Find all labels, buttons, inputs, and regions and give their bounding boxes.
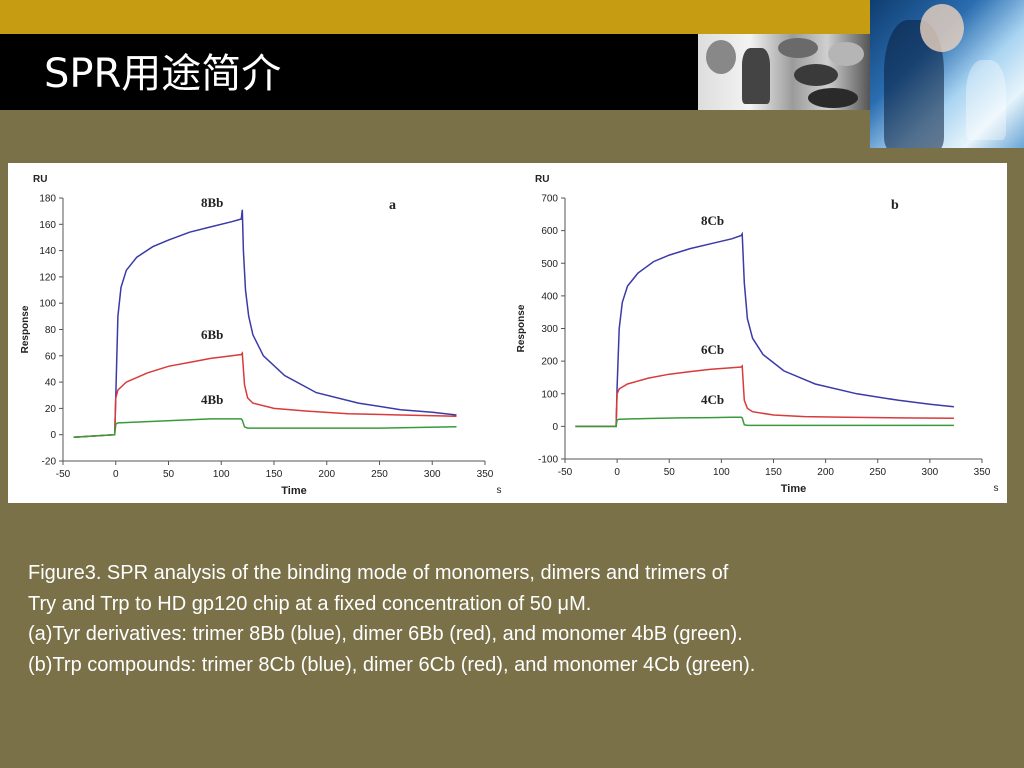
y-tick-label: 500	[541, 259, 558, 270]
slide-title: SPR用途简介	[44, 51, 282, 97]
x-tick-label: 0	[113, 469, 119, 480]
y-tick-label: 200	[541, 357, 558, 368]
scientist-photo	[870, 0, 1024, 148]
y-tick-label: 120	[39, 272, 56, 283]
y-tick-label: 180	[39, 194, 56, 205]
x-tick-label: 50	[664, 467, 676, 478]
spr-chart-panel: -20 0 20 40 60 80 100 120 140 160 180 -50 0 50 100 150 2…	[8, 163, 1007, 503]
figure-caption: Figure3. SPR analysis of the binding mod…	[28, 558, 1008, 680]
y-tick-label: 400	[541, 291, 558, 302]
panel-label: a	[389, 198, 396, 213]
x-tick-label: -50	[558, 467, 573, 478]
panel-label: b	[891, 198, 899, 213]
y-tick-label: 100	[541, 389, 558, 400]
caption-line: Try and Trp to HD gp120 chip at a fixed …	[28, 592, 592, 615]
series-line-6Bb	[73, 351, 457, 439]
y-tick-label: 160	[39, 220, 56, 231]
header-photo-strip	[698, 34, 870, 110]
y-unit-label: RU	[535, 174, 549, 185]
series-label-6Cb: 6Cb	[701, 342, 724, 357]
y-tick-label: 80	[45, 325, 57, 336]
x-axis-title: Time	[781, 483, 806, 495]
x-tick-label: 150	[765, 467, 782, 478]
series-line-8Cb	[575, 231, 954, 428]
y-tick-label: 40	[45, 378, 57, 389]
x-tick-label: 350	[974, 467, 991, 478]
x-tick-label: 100	[213, 469, 230, 480]
x-unit-label: s	[994, 483, 999, 494]
y-tick-label: 60	[45, 351, 57, 362]
y-tick-label: 100	[39, 299, 56, 310]
y-tick-label: -20	[42, 457, 57, 468]
series-label-6Bb: 6Bb	[201, 327, 223, 342]
x-tick-label: 100	[713, 467, 730, 478]
series-line-8Bb	[73, 209, 457, 439]
caption-line: Figure3. SPR analysis of the binding mod…	[28, 562, 729, 584]
y-tick-label: 0	[552, 422, 558, 433]
series-line-6Cb	[575, 364, 954, 428]
y-tick-label: 140	[39, 246, 56, 257]
header-gold-bar	[0, 0, 870, 35]
x-tick-label: 250	[371, 469, 388, 480]
y-tick-label: 300	[541, 324, 558, 335]
y-axis-title: Response	[516, 304, 527, 352]
series-label-4Bb: 4Bb	[201, 392, 223, 407]
series-line-4Cb	[575, 416, 954, 428]
x-unit-label: s	[497, 485, 502, 496]
x-tick-label: 300	[922, 467, 939, 478]
x-tick-label: 350	[477, 469, 494, 480]
y-tick-label: 700	[541, 194, 558, 205]
y-unit-label: RU	[33, 174, 47, 185]
caption-line: (b)Trp compounds: trimer 8Cb (blue), dim…	[28, 653, 756, 676]
x-tick-label: 300	[424, 469, 441, 480]
series-label-8Bb: 8Bb	[201, 195, 223, 210]
x-tick-label: 150	[266, 469, 283, 480]
x-tick-label: 0	[614, 467, 620, 478]
x-tick-label: 250	[869, 467, 886, 478]
x-tick-label: -50	[56, 469, 71, 480]
series-label-4Cb: 4Cb	[701, 392, 724, 407]
series-label-8Cb: 8Cb	[701, 213, 724, 228]
y-tick-label: 0	[50, 430, 56, 441]
y-tick-label: 600	[541, 226, 558, 237]
y-axis-title: Response	[20, 305, 31, 353]
series-line-4Bb	[73, 418, 457, 439]
x-tick-label: 200	[318, 469, 335, 480]
x-tick-label: 50	[163, 469, 175, 480]
x-axis-title: Time	[281, 485, 306, 497]
y-tick-label: 20	[45, 404, 57, 415]
caption-line: (a)Tyr derivatives: trimer 8Bb (blue), d…	[28, 623, 743, 645]
y-tick-label: -100	[538, 455, 558, 466]
spr-charts-svg: -20 0 20 40 60 80 100 120 140 160 180 -50 0 50 100 150 2…	[20, 174, 999, 497]
x-tick-label: 200	[817, 467, 834, 478]
